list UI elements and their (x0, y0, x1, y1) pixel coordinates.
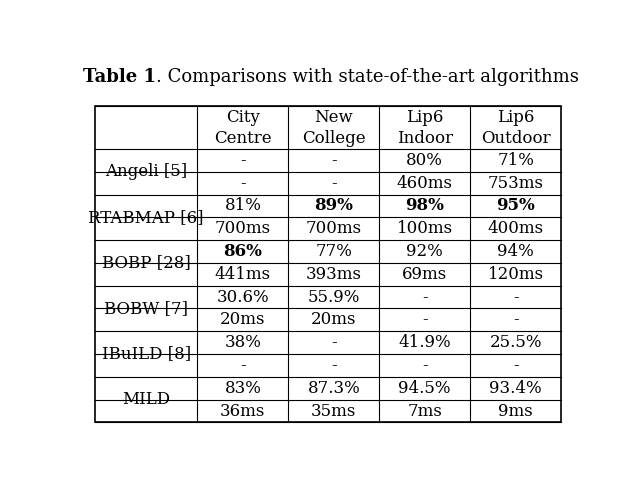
Text: Lip6
Indoor: Lip6 Indoor (397, 109, 453, 147)
Text: 9ms: 9ms (499, 402, 533, 420)
Text: Table 1. Comparisons with state-of-the-art algorithms: Table 1. Comparisons with state-of-the-a… (83, 68, 573, 86)
Text: New
College: New College (302, 109, 365, 147)
Text: -: - (422, 312, 428, 328)
Text: -: - (513, 312, 518, 328)
Text: Angeli [5]: Angeli [5] (105, 163, 188, 180)
Text: 92%: 92% (406, 243, 443, 260)
Text: 441ms: 441ms (215, 266, 271, 283)
Text: 700ms: 700ms (306, 220, 362, 237)
Text: -: - (240, 152, 246, 169)
Text: 35ms: 35ms (311, 402, 356, 420)
Text: City
Centre: City Centre (214, 109, 272, 147)
Text: -: - (513, 289, 518, 306)
Text: -: - (331, 334, 337, 351)
Text: 86%: 86% (223, 243, 262, 260)
Text: -: - (331, 175, 337, 192)
Text: 98%: 98% (405, 198, 444, 214)
Text: 393ms: 393ms (306, 266, 362, 283)
Text: 20ms: 20ms (220, 312, 266, 328)
Text: 80%: 80% (406, 152, 443, 169)
Text: Lip6
Outdoor: Lip6 Outdoor (481, 109, 550, 147)
Text: -: - (240, 357, 246, 374)
Text: 55.9%: 55.9% (308, 289, 360, 306)
Text: -: - (240, 175, 246, 192)
Text: 95%: 95% (496, 198, 535, 214)
Text: 753ms: 753ms (488, 175, 543, 192)
Text: 400ms: 400ms (488, 220, 544, 237)
Text: -: - (513, 357, 518, 374)
Text: MILD: MILD (122, 391, 170, 408)
Text: -: - (331, 152, 337, 169)
Text: 7ms: 7ms (407, 402, 442, 420)
Text: 81%: 81% (225, 198, 261, 214)
Text: 36ms: 36ms (220, 402, 266, 420)
Text: 69ms: 69ms (402, 266, 447, 283)
Text: 93.4%: 93.4% (490, 380, 542, 397)
Text: -: - (422, 289, 428, 306)
Text: 460ms: 460ms (397, 175, 452, 192)
Text: 25.5%: 25.5% (490, 334, 542, 351)
Text: 120ms: 120ms (488, 266, 544, 283)
Text: 94%: 94% (497, 243, 534, 260)
Text: 94.5%: 94.5% (399, 380, 451, 397)
Text: -: - (331, 357, 337, 374)
Text: . Comparisons with state-of-the-art algorithms: . Comparisons with state-of-the-art algo… (156, 68, 579, 86)
Text: RTABMAP [6]: RTABMAP [6] (88, 209, 204, 226)
Text: 77%: 77% (316, 243, 352, 260)
Text: 41.9%: 41.9% (399, 334, 451, 351)
Text: 83%: 83% (225, 380, 261, 397)
Text: 100ms: 100ms (397, 220, 453, 237)
Text: BOBP [28]: BOBP [28] (102, 255, 191, 271)
Text: Table 1: Table 1 (83, 68, 156, 86)
Text: IBuILD [8]: IBuILD [8] (102, 345, 191, 363)
Text: 87.3%: 87.3% (307, 380, 360, 397)
Text: 38%: 38% (225, 334, 261, 351)
Text: 71%: 71% (497, 152, 534, 169)
Text: 700ms: 700ms (215, 220, 271, 237)
Text: 30.6%: 30.6% (216, 289, 269, 306)
Text: 89%: 89% (314, 198, 353, 214)
Text: BOBW [7]: BOBW [7] (104, 300, 188, 317)
Text: -: - (422, 357, 428, 374)
Text: 20ms: 20ms (311, 312, 356, 328)
